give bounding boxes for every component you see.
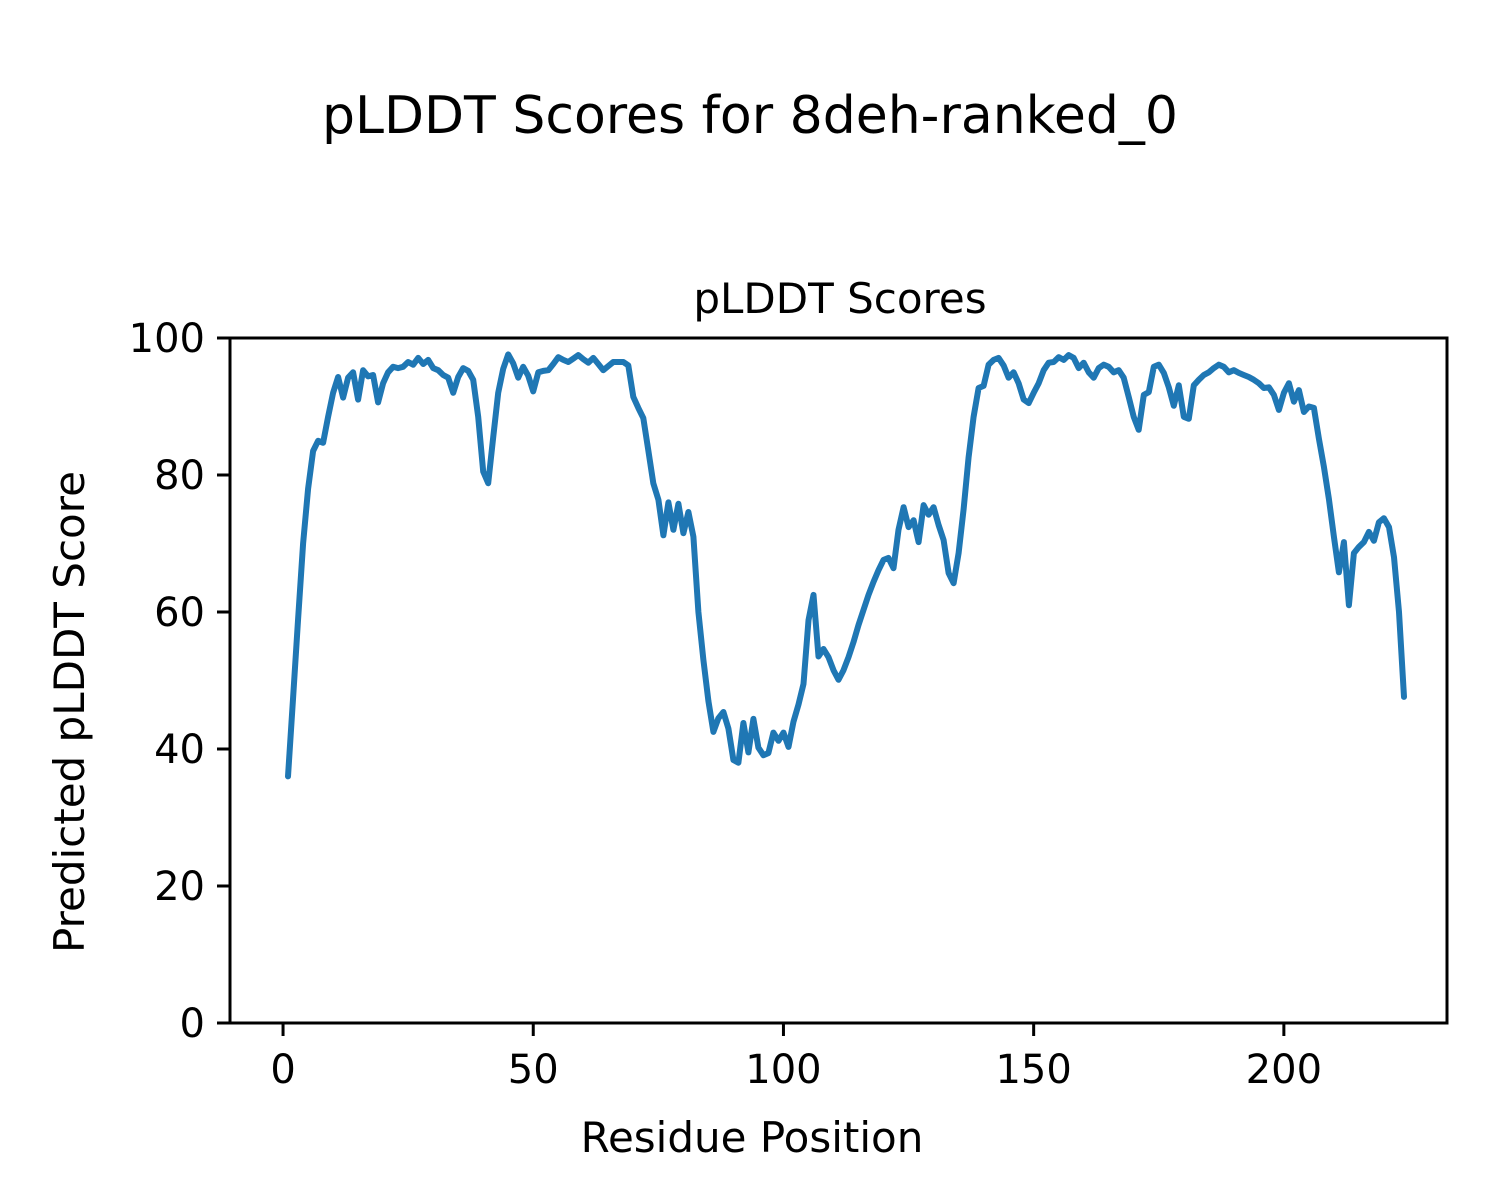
x-axis-label: Residue Position [581, 1113, 924, 1162]
y-tick-label: 100 [129, 316, 205, 362]
axes-title: pLDDT Scores [693, 274, 986, 323]
plddt-line-series [285, 351, 1407, 780]
y-tick-label: 80 [154, 453, 205, 499]
y-axis-ticks: 0 20 40 60 80 100 [129, 316, 230, 1047]
figure-title: pLDDT Scores for 8deh-ranked_0 [322, 86, 1178, 146]
y-tick-label: 20 [154, 864, 205, 910]
y-tick-label: 40 [154, 727, 205, 773]
x-tick-label: 100 [745, 1047, 821, 1093]
y-tick-label: 60 [154, 590, 205, 636]
plot-border [228, 336, 1449, 1025]
y-tick-label: 0 [180, 1001, 205, 1047]
x-axis-ticks: 0 50 100 150 200 [270, 1023, 1322, 1093]
x-tick-label: 200 [1246, 1047, 1322, 1093]
y-axis-label: Predicted pLDDT Score [45, 471, 94, 953]
x-tick-label: 50 [508, 1047, 559, 1093]
x-tick-label: 0 [270, 1047, 295, 1093]
x-tick-label: 150 [995, 1047, 1071, 1093]
